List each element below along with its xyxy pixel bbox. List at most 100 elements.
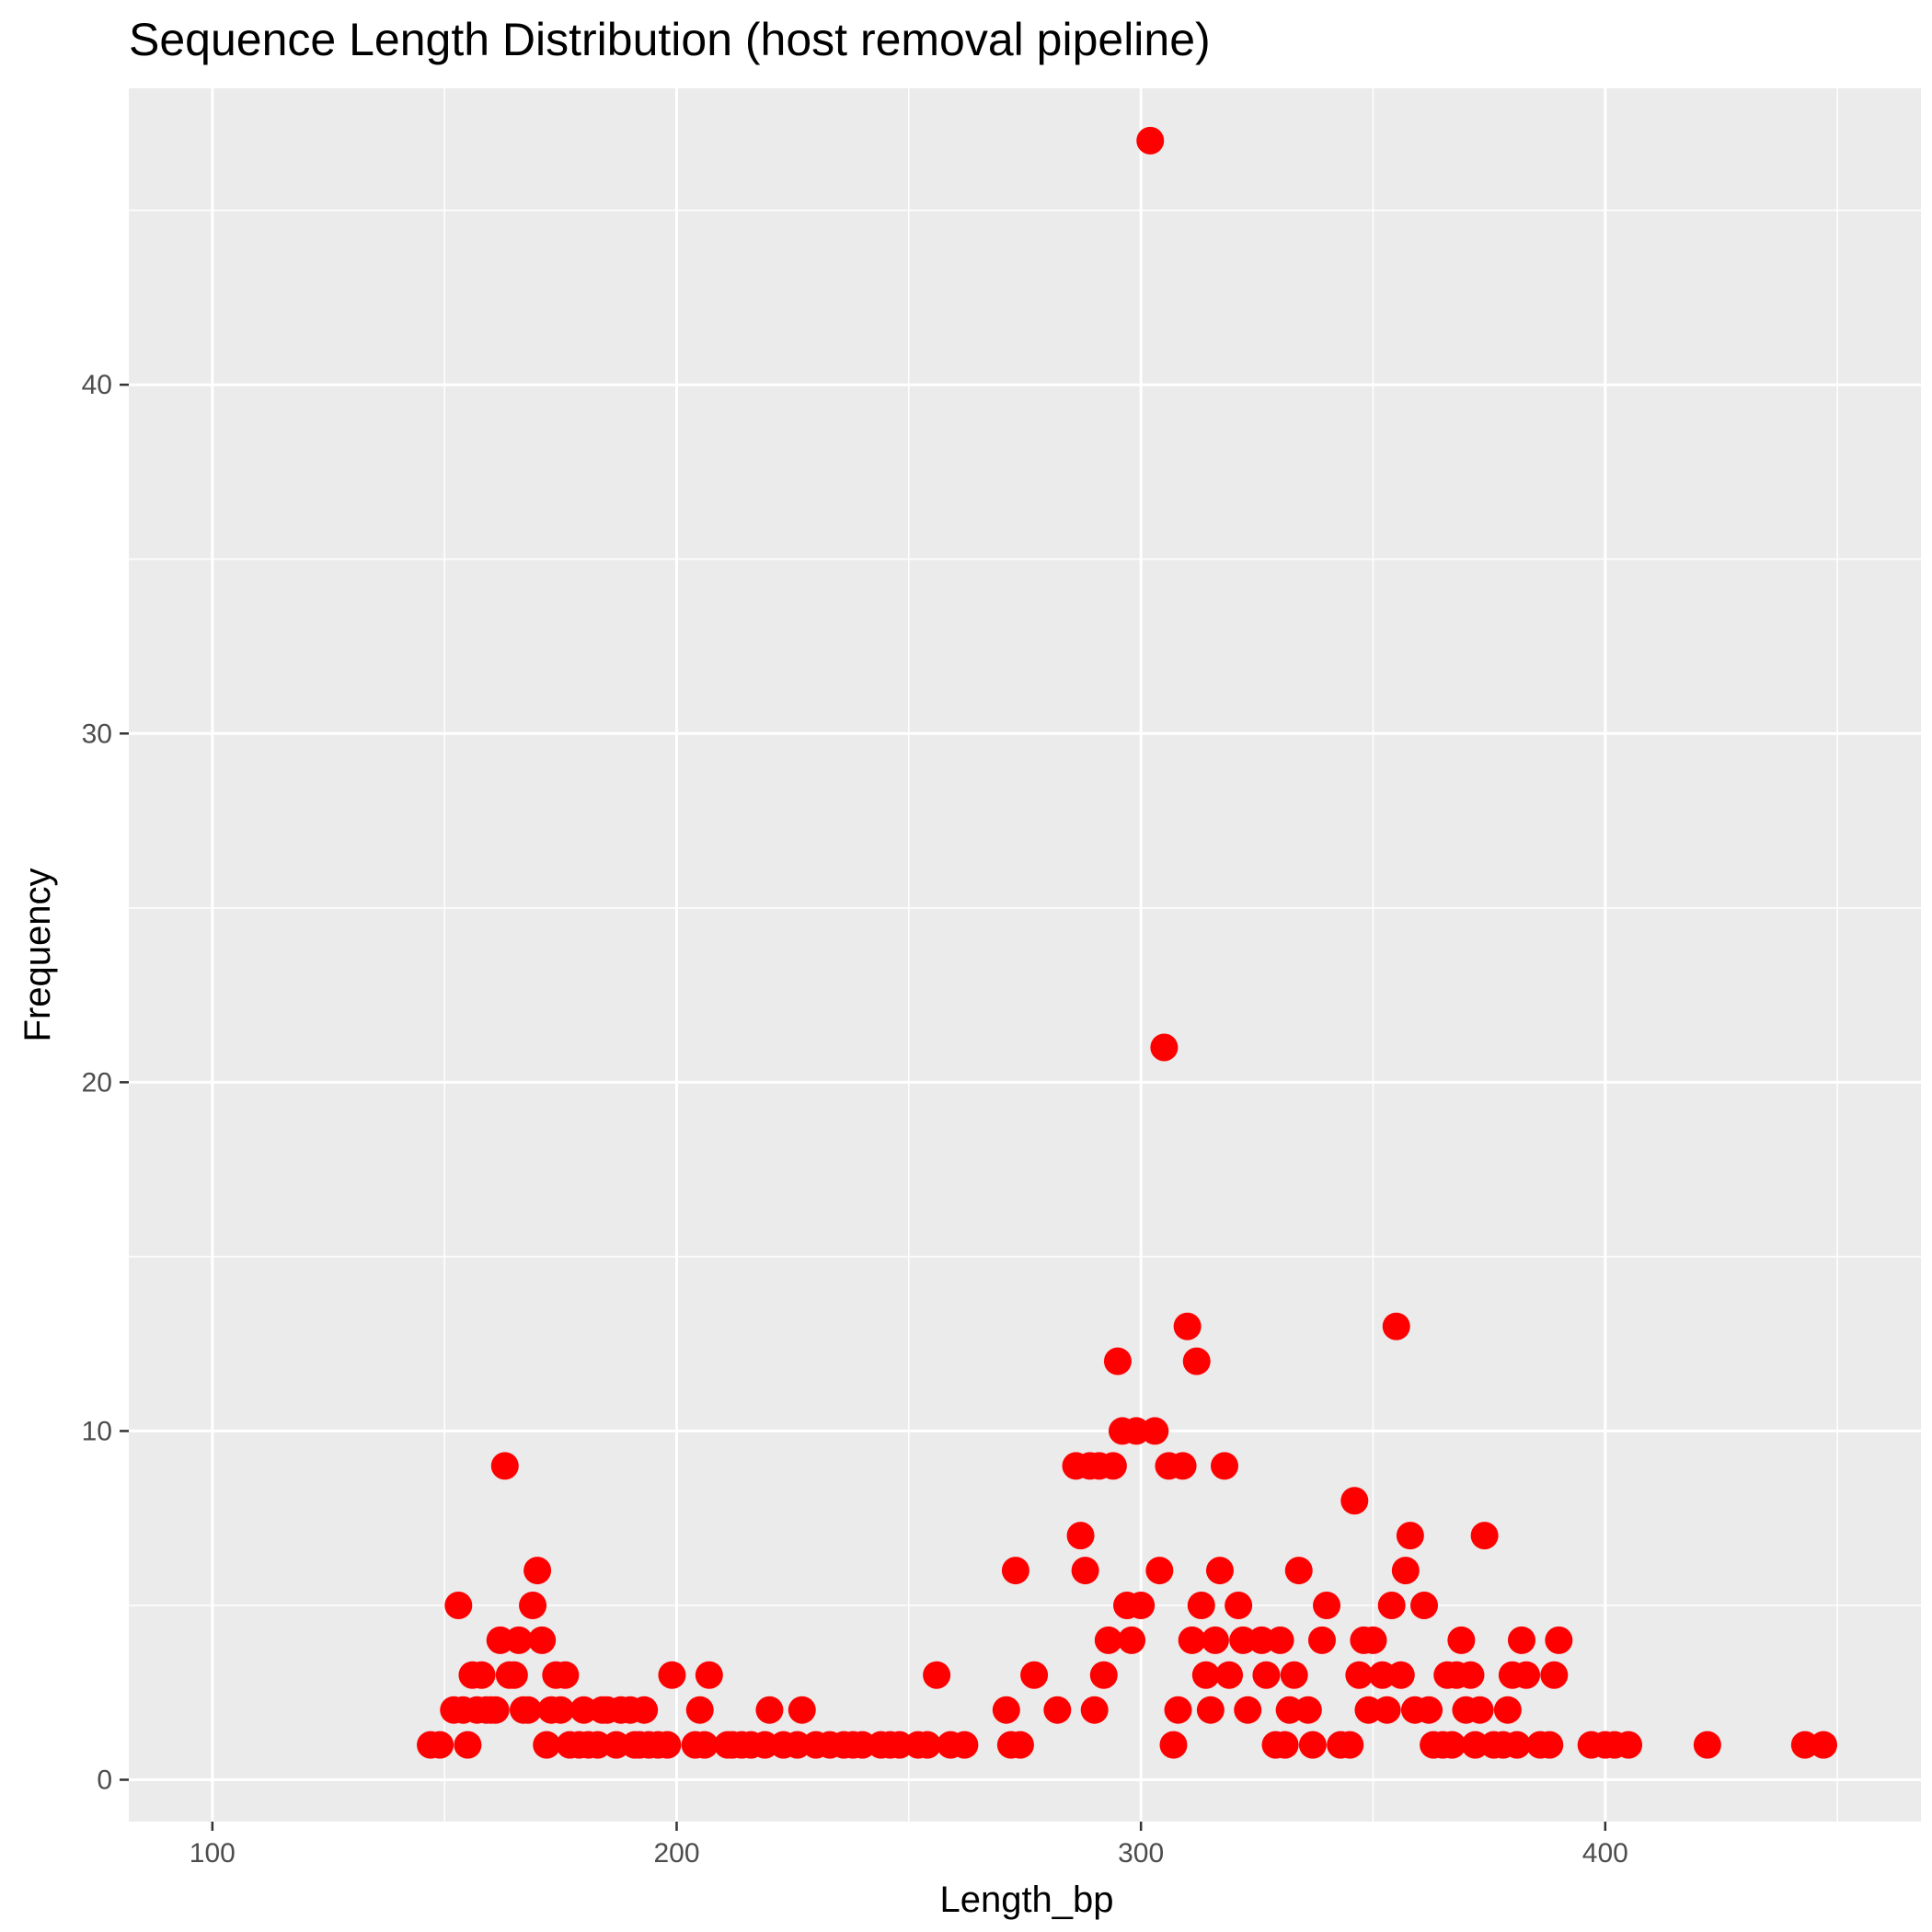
data-point: [755, 1696, 784, 1724]
data-point: [1080, 1696, 1109, 1724]
data-point: [504, 1626, 533, 1654]
data-point: [1266, 1626, 1294, 1654]
data-point: [1396, 1522, 1424, 1550]
data-point: [1535, 1731, 1564, 1759]
data-point: [1182, 1347, 1211, 1375]
data-point: [653, 1731, 682, 1759]
major-gridlines: [129, 88, 1921, 1822]
data-point: [1507, 1626, 1535, 1654]
data-point: [481, 1696, 510, 1724]
data-point: [523, 1557, 552, 1585]
data-point: [1345, 1661, 1374, 1689]
minor-gridlines: [129, 88, 1921, 1822]
y-axis-title: Frequency: [17, 868, 58, 1042]
data-point: [1225, 1591, 1253, 1619]
data-point: [1173, 1312, 1202, 1340]
data-point: [1006, 1731, 1034, 1759]
data-point: [1145, 1557, 1174, 1585]
data-point: [1118, 1626, 1146, 1654]
data-point: [695, 1661, 723, 1689]
data-point: [1215, 1661, 1244, 1689]
data-point: [1178, 1626, 1206, 1654]
data-point: [1466, 1696, 1494, 1724]
data-point: [1313, 1591, 1341, 1619]
data-point: [1103, 1347, 1132, 1375]
data-point: [1693, 1731, 1721, 1759]
x-axis: 100 200 300 400: [190, 1822, 1628, 1869]
y-tick-label: 40: [82, 370, 112, 400]
data-point: [454, 1731, 482, 1759]
data-point: [1456, 1661, 1485, 1689]
data-point: [1615, 1731, 1643, 1759]
data-point: [1066, 1522, 1095, 1550]
data-point: [685, 1696, 714, 1724]
data-point: [1391, 1557, 1420, 1585]
data-point: [1201, 1626, 1229, 1654]
data-point: [500, 1661, 528, 1689]
data-point: [1043, 1696, 1072, 1724]
x-axis-title: Length_bp: [939, 1880, 1113, 1920]
data-point: [1810, 1731, 1838, 1759]
data-point: [914, 1731, 942, 1759]
data-point: [992, 1696, 1020, 1724]
data-point: [1280, 1661, 1308, 1689]
data-point: [1410, 1591, 1439, 1619]
data-point: [514, 1696, 543, 1724]
x-tick-label: 200: [653, 1838, 699, 1869]
data-point: [490, 1452, 519, 1480]
data-point: [1447, 1626, 1476, 1654]
data-point: [1094, 1626, 1122, 1654]
data-point: [1141, 1417, 1169, 1445]
y-tick-label: 30: [82, 719, 112, 749]
data-point: [1470, 1522, 1499, 1550]
data-point: [1271, 1731, 1299, 1759]
data-point: [1284, 1557, 1313, 1585]
data-point: [1415, 1696, 1443, 1724]
data-point: [1071, 1557, 1099, 1585]
y-axis: 0 10 20 30 40: [82, 370, 129, 1796]
data-point: [1150, 1033, 1179, 1062]
data-point: [1159, 1731, 1188, 1759]
data-point: [1168, 1452, 1197, 1480]
x-tick-label: 100: [190, 1838, 236, 1869]
data-point: [690, 1731, 719, 1759]
data-point: [923, 1661, 951, 1689]
data-point: [444, 1591, 473, 1619]
data-point: [1382, 1312, 1410, 1340]
data-point: [1493, 1696, 1522, 1724]
data-point: [1386, 1661, 1415, 1689]
data-point: [426, 1731, 454, 1759]
data-point: [1211, 1452, 1239, 1480]
data-point: [1298, 1731, 1327, 1759]
data-point: [1252, 1661, 1281, 1689]
data-point: [467, 1661, 496, 1689]
data-point: [1196, 1696, 1225, 1724]
data-point: [551, 1661, 580, 1689]
y-tick-label: 0: [97, 1765, 112, 1796]
data-point: [1540, 1661, 1569, 1689]
data-point: [1234, 1696, 1262, 1724]
data-point: [1359, 1626, 1387, 1654]
data-point: [1164, 1696, 1192, 1724]
data-point: [1502, 1731, 1531, 1759]
data-point: [546, 1696, 575, 1724]
data-point: [1136, 126, 1165, 155]
chart-title: Sequence Length Distribution (host remov…: [129, 14, 1211, 65]
data-point: [528, 1626, 557, 1654]
data-point: [1098, 1452, 1127, 1480]
data-point: [1089, 1661, 1118, 1689]
data-point: [630, 1696, 659, 1724]
data-point: [1438, 1731, 1466, 1759]
data-point: [1340, 1487, 1369, 1515]
data-point: [1001, 1557, 1029, 1585]
data-point: [950, 1731, 979, 1759]
data-point: [1336, 1731, 1364, 1759]
data-point: [1205, 1557, 1234, 1585]
data-point: [1373, 1696, 1401, 1724]
plot-panel: [129, 88, 1921, 1822]
data-point: [788, 1696, 816, 1724]
x-tick-label: 300: [1118, 1838, 1164, 1869]
data-point: [533, 1731, 561, 1759]
data-point: [519, 1591, 547, 1619]
